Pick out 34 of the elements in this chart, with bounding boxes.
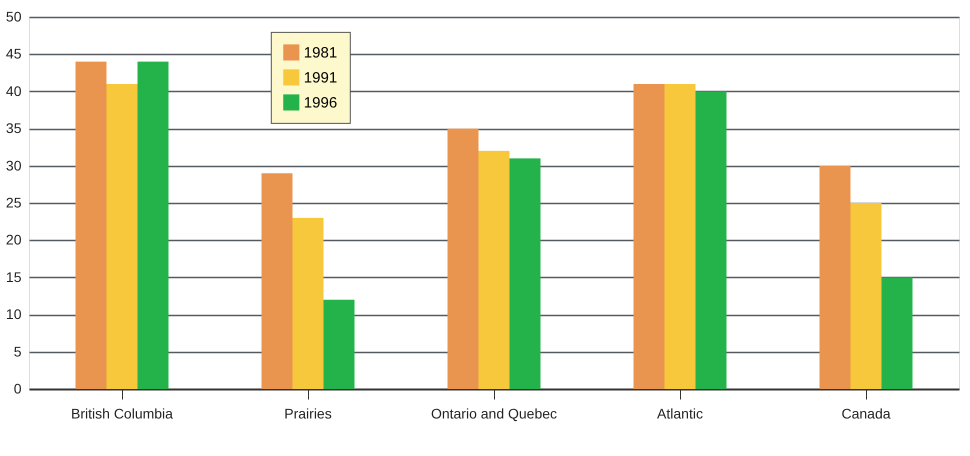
bar <box>262 173 292 389</box>
x-tick-label: Ontario and Quebec <box>430 406 558 422</box>
y-tick-label: 30 <box>6 157 22 174</box>
y-tick-label: 45 <box>6 46 22 62</box>
bar <box>324 300 354 389</box>
bar <box>850 203 882 389</box>
y-tick-label: 0 <box>14 380 22 396</box>
y-tick-label: 25 <box>6 194 22 210</box>
bar <box>882 277 912 389</box>
bar <box>292 218 324 389</box>
legend-label: 1991 <box>304 69 338 86</box>
bar <box>820 166 850 389</box>
bar <box>510 158 540 389</box>
bar <box>76 62 106 389</box>
bar <box>478 150 510 389</box>
legend-label: 1981 <box>304 44 338 62</box>
y-tick-label: 20 <box>6 232 22 248</box>
y-tick-label: 15 <box>6 268 22 285</box>
bar <box>138 62 168 389</box>
bar <box>664 84 696 389</box>
y-tick-label: 50 <box>6 8 22 24</box>
x-tick-label: Canada <box>841 406 891 422</box>
x-tick-label: British Columbia <box>71 406 174 422</box>
legend-label: 1996 <box>304 94 338 112</box>
bar <box>448 128 478 389</box>
y-tick-label: 10 <box>6 306 22 322</box>
bar <box>634 84 664 389</box>
y-tick-label: 35 <box>6 120 22 136</box>
x-tick-label: Prairies <box>284 406 332 422</box>
bar <box>106 84 138 389</box>
y-tick-label: 5 <box>14 343 22 360</box>
x-tick-label: Atlantic <box>657 406 703 422</box>
y-tick-label: 40 <box>6 82 22 99</box>
bar <box>696 91 726 389</box>
